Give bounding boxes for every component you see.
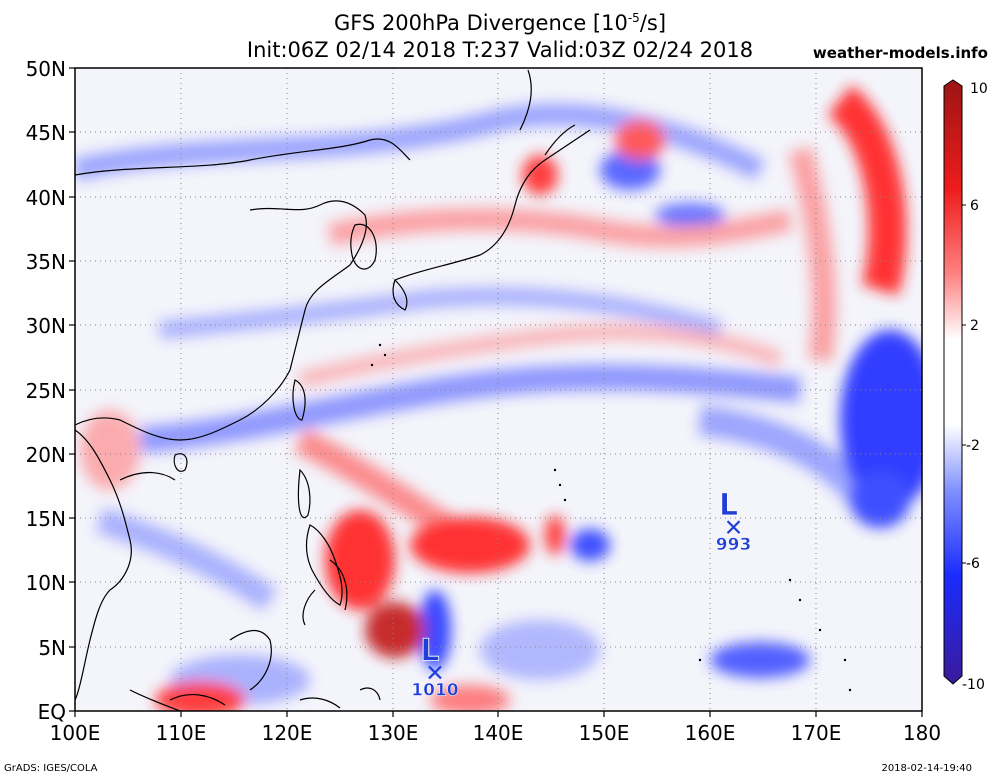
low-center-marker xyxy=(726,520,741,534)
colorbar-label: 6 xyxy=(970,198,979,214)
lat-label: 30N xyxy=(26,314,66,338)
site-credit: weather-models.info xyxy=(812,44,988,62)
tick-marks xyxy=(69,67,923,717)
lat-label: 25N xyxy=(26,379,66,403)
colorbar: 10 6 2 -2 -6 -10 xyxy=(943,79,988,693)
lon-label: 110E xyxy=(156,721,207,745)
lat-label: 20N xyxy=(26,443,66,467)
footer-timestamp: 2018-02-14-19:40 xyxy=(881,763,972,774)
graticule xyxy=(75,68,922,711)
longitude-labels: 100E 110E 120E 130E 140E 150E 160E 170E … xyxy=(50,721,942,745)
map-subtitle: Init:06Z 02/14 2018 T:237 Valid:03Z 02/2… xyxy=(246,38,754,62)
title-exponent: -5 xyxy=(627,11,640,25)
title-text: GFS 200hPa Divergence [10 xyxy=(333,11,628,35)
lat-label: 35N xyxy=(26,250,66,274)
colorbar-label: 10 xyxy=(970,81,988,97)
latitude-labels: 50N 45N 40N 35N 30N 25N 20N 15N 10N 5N E… xyxy=(26,57,66,724)
colorbar-label: -2 xyxy=(966,438,980,454)
low-pressure-value: 1010 xyxy=(411,680,458,700)
lat-label: 40N xyxy=(26,186,66,210)
footer-credit: GrADS: IGES/COLA xyxy=(4,763,98,774)
low-letter: L xyxy=(420,633,439,668)
lat-label: 50N xyxy=(26,57,66,81)
lat-label: EQ xyxy=(38,700,66,724)
lat-label: 5N xyxy=(38,636,66,660)
low-center-marker xyxy=(428,665,442,680)
coastlines xyxy=(75,69,591,711)
lat-label: 15N xyxy=(26,507,66,531)
lon-label: 100E xyxy=(50,721,101,745)
lon-label: 160E xyxy=(685,721,736,745)
lon-label: 170E xyxy=(791,721,842,745)
pressure-lows: L 993 L 1010 xyxy=(411,488,752,701)
low-letter: L xyxy=(719,488,738,523)
colorbar-label: 2 xyxy=(970,318,979,334)
colorbar-ramp xyxy=(943,79,963,685)
colorbar-label: -10 xyxy=(962,677,985,693)
lon-label: 150E xyxy=(579,721,630,745)
map-title: GFS 200hPa Divergence [10-5/s] xyxy=(0,6,1000,35)
colorbar-label: -6 xyxy=(966,556,980,572)
lon-label: 180 xyxy=(903,721,941,745)
lon-label: 130E xyxy=(368,721,419,745)
title-unit: /s] xyxy=(639,11,667,35)
lat-label: 45N xyxy=(26,121,66,145)
low-pressure-value: 993 xyxy=(716,535,752,555)
lat-label: 10N xyxy=(26,571,66,595)
lon-label: 140E xyxy=(473,721,524,745)
islands xyxy=(370,343,852,692)
divergence-field xyxy=(75,85,922,711)
lon-label: 120E xyxy=(262,721,313,745)
